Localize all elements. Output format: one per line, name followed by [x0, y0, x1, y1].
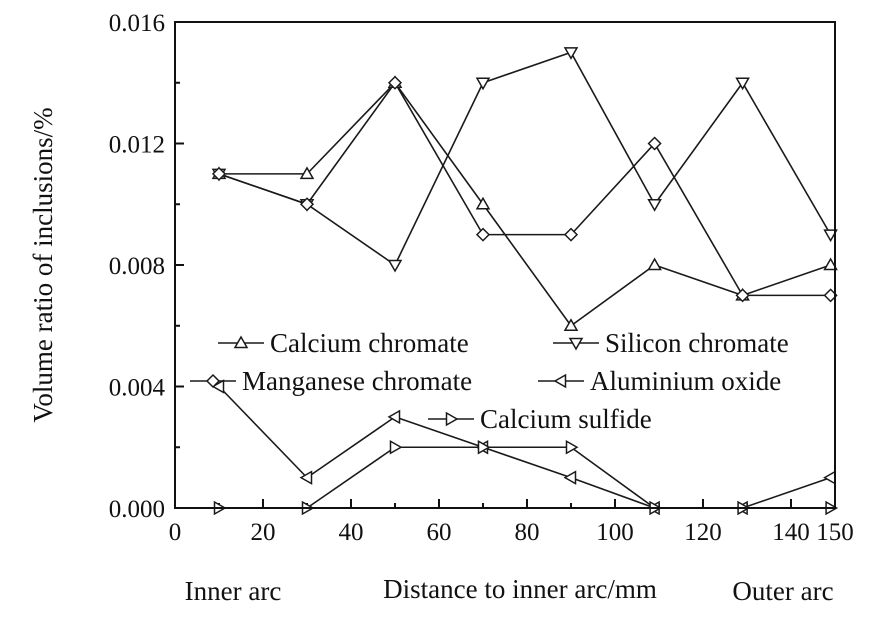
y-axis-title: Volume ratio of inclusions/%	[28, 107, 58, 422]
x-axis-left-end-label: Inner arc	[185, 576, 282, 606]
data-point-marker	[475, 227, 491, 242]
data-point-marker	[387, 259, 403, 273]
y-tick-label: 0.012	[109, 132, 165, 159]
data-point-marker	[477, 439, 491, 455]
legend-marker-swatch	[553, 373, 567, 389]
legend: Calcium chromate Silicon chromate Manganes…	[190, 328, 789, 434]
x-axis-right-end-label: Outer arc	[732, 576, 833, 606]
data-point-marker	[299, 470, 313, 485]
legend-label: Manganese chromate	[242, 366, 472, 396]
x-tick-label: 140	[772, 519, 810, 546]
data-point-marker	[211, 166, 227, 181]
series-silicon-chromate	[211, 47, 838, 273]
legend-item: Silicon chromate	[553, 328, 789, 358]
x-tick-label: 0	[169, 519, 182, 546]
data-point-marker	[387, 409, 401, 425]
data-point-marker	[299, 197, 315, 212]
x-tick-label: 120	[684, 519, 722, 546]
data-point-marker	[475, 77, 491, 91]
legend-marker-swatch	[233, 335, 249, 349]
data-point-marker	[565, 439, 579, 455]
series-layer	[211, 47, 839, 516]
data-point-marker	[647, 136, 662, 151]
data-point-marker	[735, 77, 750, 91]
legend-label: Calcium chromate	[270, 328, 469, 358]
data-point-marker	[823, 257, 838, 271]
x-tick-label: 80	[515, 519, 540, 546]
x-axis-title: Distance to inner arc/mm	[383, 574, 657, 604]
legend-label: Calcium sulfide	[480, 404, 652, 434]
legend-item: Calcium chromate	[218, 328, 469, 358]
series-manganese-chromate	[211, 75, 838, 303]
series-line	[218, 81, 831, 297]
legend-item: Manganese chromate	[190, 366, 472, 396]
axis-ticks	[174, 21, 836, 509]
data-point-marker	[211, 379, 225, 394]
data-point-marker	[823, 229, 838, 243]
legend-marker-swatch	[445, 411, 459, 427]
data-point-marker	[299, 166, 315, 180]
legend-item: Calcium sulfide	[428, 404, 652, 434]
y-tick-label: 0.004	[109, 375, 166, 402]
data-point-marker	[563, 470, 577, 485]
x-tick-label: 20	[251, 519, 276, 546]
x-tick-label: 100	[596, 519, 634, 546]
plot-frame	[174, 21, 836, 509]
series-line	[218, 51, 832, 267]
data-point-marker	[647, 199, 662, 212]
legend-label: Silicon chromate	[605, 328, 789, 358]
legend-marker-swatch	[568, 337, 584, 351]
data-point-marker	[387, 75, 403, 90]
data-point-marker	[563, 227, 579, 242]
x-tick-label: 150	[816, 519, 854, 546]
tick-labels: 0 20 40 60 80 100 120 140 150 0.000 0.004 0.008 0.01…	[109, 10, 854, 546]
data-point-marker	[475, 196, 491, 210]
legend-item: Aluminium oxide	[538, 366, 781, 396]
data-point-marker	[823, 470, 836, 485]
y-tick-label: 0.008	[109, 253, 165, 280]
data-point-marker	[563, 47, 579, 60]
data-point-marker	[647, 257, 662, 271]
legend-label: Aluminium oxide	[590, 366, 781, 396]
data-point-marker	[389, 439, 403, 455]
y-tick-label: 0.000	[109, 496, 165, 523]
legend-marker-swatch	[205, 373, 221, 389]
y-tick-label: 0.016	[109, 10, 165, 37]
x-tick-label: 40	[339, 519, 364, 546]
series-line	[219, 81, 831, 327]
data-point-marker	[563, 318, 579, 331]
data-point-marker	[735, 288, 750, 303]
x-tick-label: 60	[427, 519, 452, 546]
